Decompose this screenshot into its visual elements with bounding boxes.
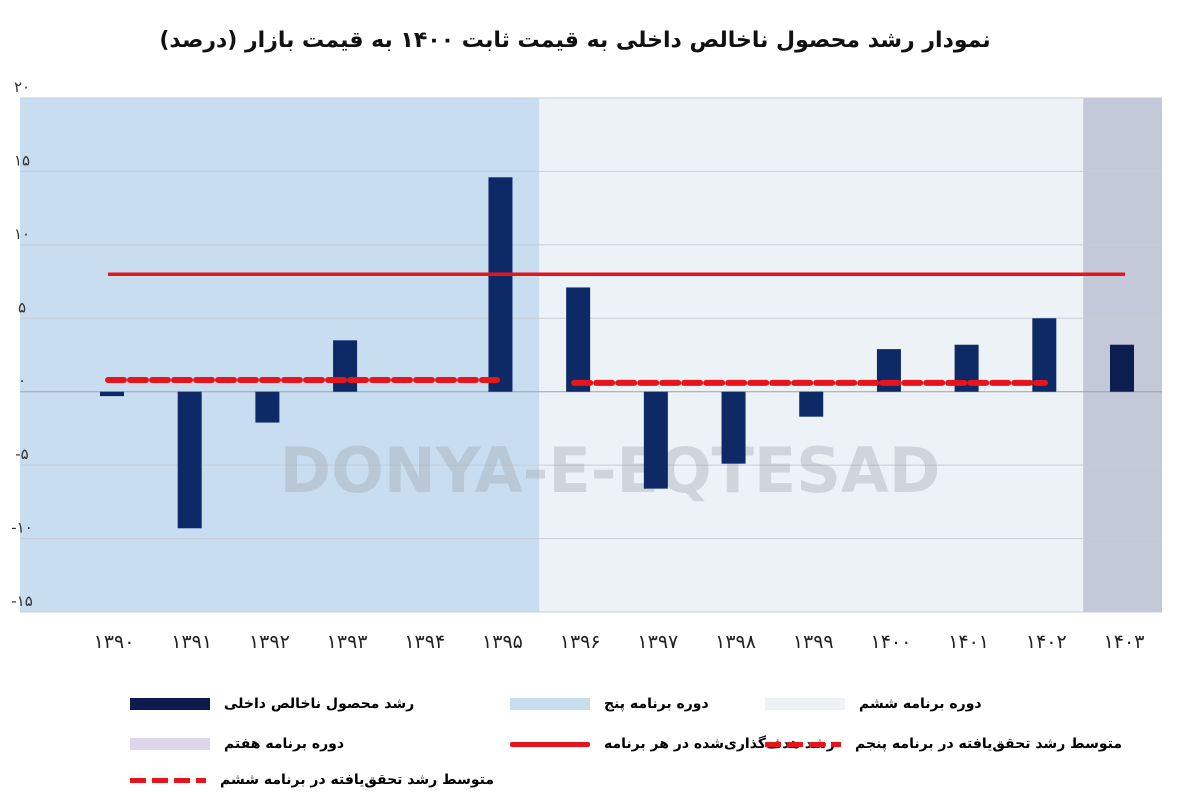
legend-label: دوره برنامه هفتم bbox=[224, 736, 345, 752]
x-tick-label: ۱۳۹۹ bbox=[793, 631, 834, 653]
legend-swatch bbox=[510, 741, 590, 747]
bar bbox=[1110, 344, 1134, 392]
bar bbox=[1032, 318, 1057, 392]
y-tick-label: ۱۰ bbox=[14, 225, 30, 243]
bar bbox=[177, 391, 202, 529]
x-tick-label: ۱۳۹۶ bbox=[560, 631, 601, 653]
legend-swatch bbox=[130, 777, 206, 783]
bar bbox=[255, 391, 280, 423]
bar bbox=[721, 391, 746, 464]
y-tick-label: ۲۰ bbox=[14, 78, 30, 96]
legend-item: رشد هدف‌گذاری‌شده در هر برنامه bbox=[510, 736, 835, 752]
bar bbox=[488, 177, 513, 392]
x-tick-label: ۱۳۹۷ bbox=[637, 631, 678, 653]
x-tick-label: ۱۴۰۲ bbox=[1026, 631, 1067, 653]
legend-label: دوره برنامه پنج bbox=[604, 696, 709, 712]
x-tick-label: ۱۳۹۰ bbox=[94, 631, 135, 653]
legend-label: رشد محصول ناخالص داخلی bbox=[224, 696, 415, 712]
legend-label: رشد هدف‌گذاری‌شده در هر برنامه bbox=[604, 736, 835, 752]
bar bbox=[643, 391, 668, 489]
x-tick-label: ۱۳۹۸ bbox=[715, 631, 756, 653]
legend-label: متوسط رشد تحقق‌یافته در برنامه ششم bbox=[220, 772, 495, 788]
x-tick-label: ۱۳۹۴ bbox=[404, 631, 445, 653]
legend-swatch bbox=[765, 698, 845, 710]
legend-item: رشد محصول ناخالص داخلی bbox=[130, 696, 414, 712]
x-tick-label: ۱۴۰۰ bbox=[871, 631, 912, 653]
bar bbox=[566, 287, 591, 392]
bar bbox=[100, 391, 124, 397]
x-tick-label: ۱۳۹۳ bbox=[327, 631, 368, 653]
y-tick-label: -۱۵ bbox=[11, 592, 33, 610]
legend-item: دوره برنامه پنج bbox=[510, 696, 709, 712]
legend-label: دوره برنامه ششم bbox=[859, 696, 982, 712]
y-tick-label: ۰ bbox=[18, 372, 26, 390]
chart: ۲۰ ۱۵ ۱۰ ۵ ۰ -۵ -۱۰ -۱۵ DONYA-E-EQTESAD ۱۳۹۰ ۱۳۹۱ ۱… bbox=[11, 78, 1162, 653]
legend-swatch bbox=[130, 698, 210, 710]
legend-item: متوسط رشد تحقق‌یافته در برنامه ششم bbox=[130, 772, 494, 788]
legend-item: متوسط رشد تحقق‌یافته در برنامه پنجم bbox=[765, 736, 1122, 752]
legend-item: دوره برنامه هفتم bbox=[130, 736, 344, 752]
period-background bbox=[20, 98, 540, 612]
y-tick-label: -۵ bbox=[15, 445, 28, 463]
x-tick-label: ۱۳۹۱ bbox=[171, 631, 212, 653]
x-tick-label: ۱۴۰۱ bbox=[948, 631, 989, 653]
legend-swatch bbox=[130, 738, 210, 750]
legend-label: متوسط رشد تحقق‌یافته در برنامه پنجم bbox=[855, 736, 1123, 752]
watermark: DONYA-E-EQTESAD bbox=[280, 434, 941, 507]
legend-swatch bbox=[765, 741, 841, 747]
period-background bbox=[539, 98, 1084, 612]
x-tick-label: ۱۳۹۵ bbox=[482, 631, 523, 653]
x-tick-label: ۱۴۰۳ bbox=[1104, 631, 1145, 653]
legend-item: دوره برنامه ششم bbox=[765, 696, 982, 712]
bar bbox=[333, 340, 358, 392]
chart-title: نمودار رشد محصول ناخالص داخلی به قیمت ثا… bbox=[159, 28, 991, 53]
x-tick-label: ۱۳۹۲ bbox=[249, 631, 290, 653]
legend-swatch bbox=[510, 698, 590, 710]
y-tick-label: ۱۵ bbox=[14, 151, 30, 169]
y-tick-label: -۱۰ bbox=[11, 519, 33, 537]
y-tick-label: ۵ bbox=[18, 298, 26, 316]
bar bbox=[799, 391, 824, 417]
